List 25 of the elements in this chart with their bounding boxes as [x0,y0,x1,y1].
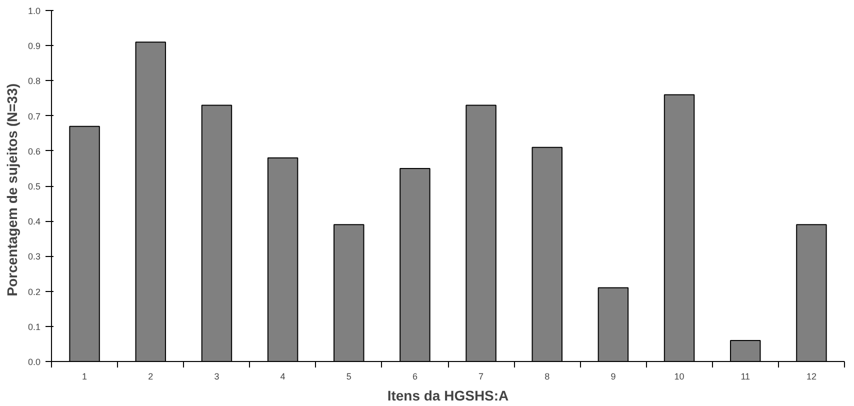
x-tick-label: 11 [740,372,750,382]
x-tick-label: 3 [214,372,220,382]
x-tick-label: 12 [806,372,816,382]
y-tick-label: 0.9 [28,41,41,52]
x-tick-label: 6 [412,372,418,382]
y-tick-label: 0.7 [28,111,41,122]
y-tick-label: 1.0 [28,6,41,16]
y-tick-label: 0.6 [28,146,41,156]
x-tick-label: 2 [148,372,154,382]
y-tick-label: 0.8 [28,76,41,86]
y-axis-title: Porcentagem de sujeitos (N=33) [4,83,20,296]
x-tick-label: 10 [674,372,684,382]
x-tick-label: 1 [82,372,88,382]
y-tick-label: 0.0 [28,357,41,367]
y-tick-label: 0.4 [28,216,41,227]
y-tick-label: 0.1 [28,322,41,332]
x-axis-title: Itens da HGSHS:A [387,388,509,404]
y-tick-label: 0.5 [28,182,41,192]
x-tick-label: 5 [346,372,352,382]
y-tick-label: 0.3 [28,252,41,262]
x-tick-label: 8 [544,372,550,382]
x-tick-label: 4 [280,372,286,382]
x-tick-label: 7 [478,372,484,382]
y-tick-label: 0.2 [28,286,41,297]
x-tick-label: 9 [610,372,616,382]
